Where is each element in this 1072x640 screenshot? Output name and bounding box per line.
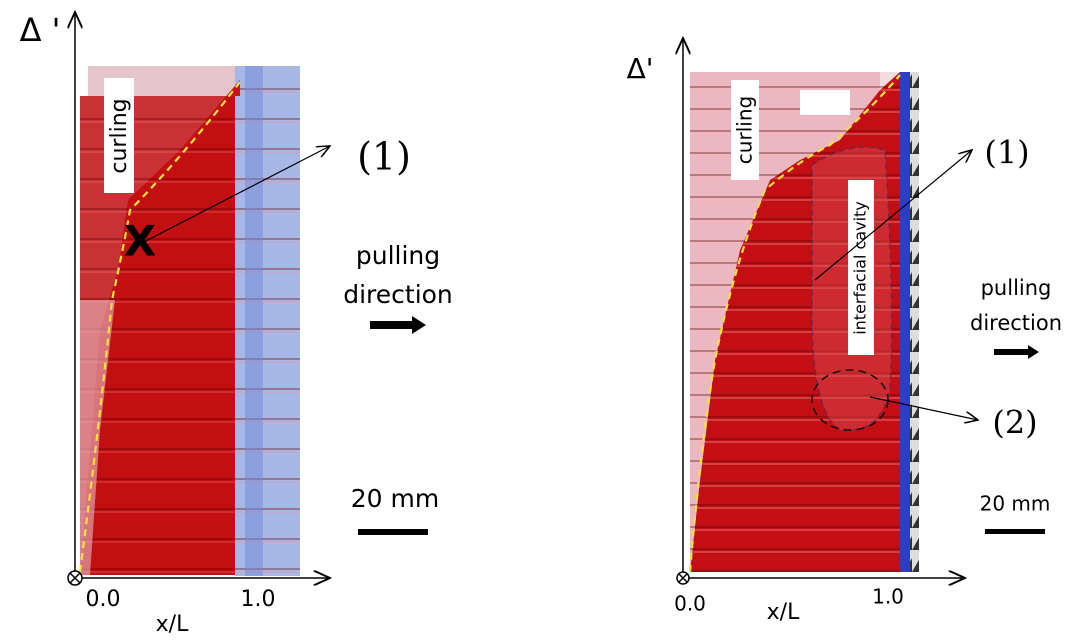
x-tick-label: 1.0 (872, 585, 904, 609)
direction-line: pulling (356, 241, 440, 270)
left-panel: curling X Δ ' (1) pulling direction 20 m… (20, 11, 453, 637)
x-tick-label: 0.0 (674, 592, 706, 616)
figure: curling X Δ ' (1) pulling direction 20 m… (0, 0, 1072, 640)
callout: (1) (357, 135, 411, 179)
x-tick-label: 0.0 (86, 587, 121, 612)
direction-arrow (994, 345, 1039, 359)
curling-label: curling (107, 98, 132, 173)
callout: (2) (992, 404, 1037, 442)
curling-label: curling (733, 96, 757, 164)
direction-line: direction (343, 280, 453, 309)
blue-stripes (235, 66, 300, 576)
scale-label: 20 mm (351, 484, 439, 513)
scale-label: 20 mm (980, 492, 1051, 516)
edge-strip (910, 72, 919, 572)
cavity-label: interfacial cavity (851, 201, 870, 335)
x-label: x/L (767, 600, 800, 625)
blue-band (245, 66, 263, 576)
right-panel: curling interfacial cavity Δ' (1) (2) pu… (627, 38, 1062, 625)
x-tick-label: 1.0 (241, 587, 276, 612)
blue-strip (900, 72, 910, 572)
x-label: x/L (156, 612, 189, 637)
direction-arrow (370, 316, 426, 334)
scale-bar (358, 529, 428, 535)
callout: (1) (984, 134, 1029, 172)
marker: X (124, 217, 156, 266)
axis-label: Δ ' (20, 11, 61, 49)
direction-line: pulling (981, 276, 1052, 300)
gap (800, 90, 850, 115)
direction-line: direction (970, 311, 1062, 335)
scale-bar (985, 529, 1045, 534)
axis-label: Δ' (627, 52, 654, 85)
